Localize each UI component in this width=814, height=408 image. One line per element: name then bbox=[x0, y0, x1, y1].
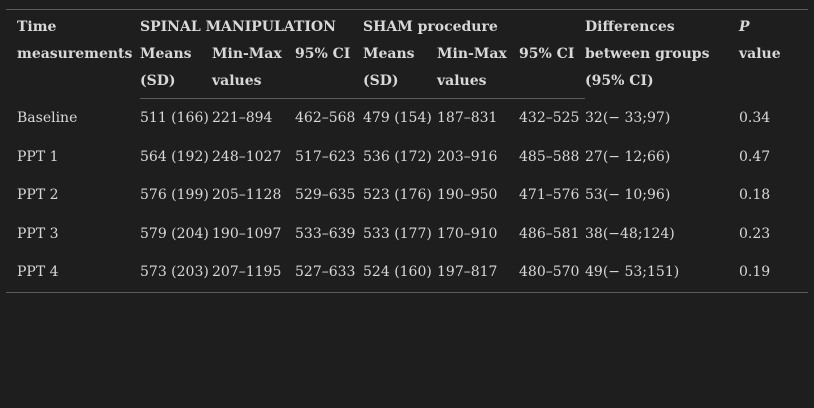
table-row: PPT 2 576 (199) 205–1128 529–635 523 (17… bbox=[6, 176, 808, 215]
cell-sham-mean: 524 (160) bbox=[363, 253, 438, 293]
cell-sham-mean: 536 (172) bbox=[363, 148, 432, 165]
header-spinal-minmax: Min-Max values bbox=[212, 41, 295, 99]
cell-time: PPT 4 bbox=[6, 253, 140, 293]
cell-spinal-ci: 527–633 bbox=[295, 253, 364, 293]
header-sham-ci: 95% CI bbox=[519, 41, 586, 99]
cell-p-value: 0.23 bbox=[739, 225, 771, 242]
header-time-measurements: Time measurements bbox=[6, 9, 140, 99]
cell-sham-mean: 533 (177) bbox=[363, 225, 432, 242]
cell-spinal-mean: 576 (199) bbox=[140, 187, 209, 203]
cell-difference: 53(− 10;96) bbox=[585, 187, 671, 203]
header-spinal-ci: 95% CI bbox=[295, 41, 364, 99]
table-row: PPT 3 579 (204) 190–1097 533–639 533 (17… bbox=[6, 215, 808, 254]
header-sham-group: SHAM procedure bbox=[363, 9, 586, 41]
cell-time: PPT 2 bbox=[17, 187, 59, 203]
results-table-container: Time measurements SPINAL MANIPULATION SH… bbox=[6, 9, 809, 293]
cell-sham-ci: 485–588 bbox=[519, 148, 580, 165]
table-row: PPT 4 573 (203) 207–1195 527–633 524 (16… bbox=[6, 253, 809, 293]
header-spinal-means: Means (SD) bbox=[140, 41, 212, 99]
cell-sham-mean: 479 (154) bbox=[363, 110, 432, 126]
header-p-label: P bbox=[739, 19, 750, 35]
cell-spinal-mean: 579 (204) bbox=[140, 225, 209, 242]
cell-spinal-ci: 529–635 bbox=[295, 187, 356, 203]
cell-p-value: 0.19 bbox=[739, 253, 809, 293]
results-table: Time measurements SPINAL MANIPULATION SH… bbox=[6, 9, 809, 293]
header-sham-means: Means (SD) bbox=[363, 41, 438, 99]
header-row-sub: Means (SD) Min-Max values 95% CI Means (… bbox=[6, 41, 808, 99]
cell-spinal-mean: 564 (192) bbox=[140, 148, 209, 165]
cell-spinal-ci: 533–639 bbox=[295, 225, 356, 242]
cell-difference: 32(− 33;97) bbox=[585, 109, 671, 126]
cell-spinal-minmax: 248–1027 bbox=[212, 148, 282, 165]
cell-sham-mean: 523 (176) bbox=[363, 187, 432, 203]
cell-sham-minmax: 170–910 bbox=[437, 225, 498, 242]
cell-spinal-minmax: 205–1128 bbox=[212, 187, 282, 203]
cell-sham-ci: 480–570 bbox=[519, 253, 586, 293]
cell-spinal-mean: 511 (166) bbox=[140, 110, 209, 126]
cell-time: PPT 1 bbox=[17, 148, 59, 165]
cell-sham-minmax: 187–831 bbox=[437, 110, 498, 126]
cell-spinal-ci: 517–623 bbox=[295, 148, 356, 165]
header-sham-minmax: Min-Max values bbox=[437, 41, 520, 99]
cell-sham-minmax: 203–916 bbox=[437, 148, 498, 165]
cell-sham-ci: 432–525 bbox=[519, 110, 580, 126]
cell-difference: 38(−48;124) bbox=[585, 225, 675, 242]
cell-sham-ci: 486–581 bbox=[519, 225, 580, 242]
cell-spinal-minmax: 221–894 bbox=[212, 110, 273, 126]
cell-sham-minmax: 197–817 bbox=[437, 253, 520, 293]
table-row: PPT 1 564 (192) 248–1027 517–623 536 (17… bbox=[6, 138, 808, 177]
table-row: Baseline 511 (166) 221–894 462–568 479 (… bbox=[6, 99, 808, 138]
header-spinal-group: SPINAL MANIPULATION bbox=[140, 9, 364, 41]
header-value-label: value bbox=[739, 46, 781, 62]
cell-sham-ci: 471–576 bbox=[519, 187, 580, 203]
header-row-top: Time measurements SPINAL MANIPULATION SH… bbox=[6, 9, 809, 99]
cell-sham-minmax: 190–950 bbox=[437, 187, 498, 203]
cell-spinal-minmax: 207–1195 bbox=[212, 253, 295, 293]
cell-p-value: 0.18 bbox=[739, 187, 771, 203]
cell-time: PPT 3 bbox=[17, 225, 59, 242]
cell-spinal-mean: 573 (203) bbox=[140, 253, 212, 293]
cell-difference: 27(− 12;66) bbox=[585, 148, 671, 165]
cell-spinal-minmax: 190–1097 bbox=[212, 225, 282, 242]
cell-p-value: 0.47 bbox=[739, 148, 771, 165]
cell-spinal-ci: 462–568 bbox=[295, 110, 356, 126]
header-differences: Differences between groups (95% CI) bbox=[585, 9, 740, 99]
cell-p-value: 0.34 bbox=[739, 109, 771, 126]
cell-difference: 49(− 53;151) bbox=[585, 253, 740, 293]
cell-time: Baseline bbox=[17, 109, 78, 126]
